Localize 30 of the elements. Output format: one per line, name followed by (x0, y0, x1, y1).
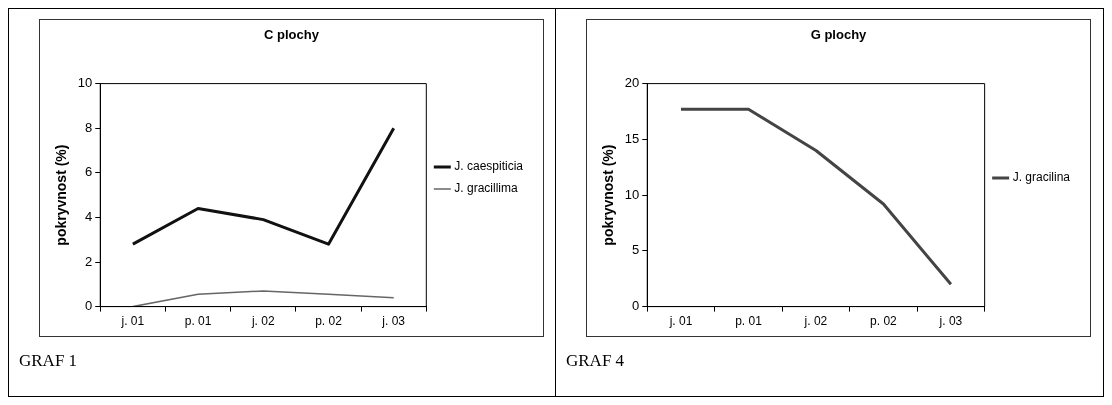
x-tick-label: j. 01 (668, 314, 693, 329)
y-tick-label: 15 (624, 130, 640, 146)
y-tick-label: 0 (85, 298, 93, 314)
y-tick-label: 4 (85, 208, 93, 224)
chart-title: G plochy (810, 27, 868, 43)
x-tick-label: j. 03 (381, 314, 406, 329)
x-tick-label: j. 01 (120, 314, 145, 329)
text: GRAF 4 (566, 351, 626, 371)
x-tick-label: p. 01 (184, 314, 212, 329)
x-tick-label: p. 01 (735, 314, 763, 329)
y-tick-label: 2 (85, 253, 93, 269)
y-tick-label: 5 (632, 242, 640, 258)
x-tick-label: j. 03 (938, 314, 963, 329)
chart-title: C plochy (264, 27, 320, 43)
y-tick-label: 10 (77, 75, 93, 91)
text: GRAF 1 (19, 351, 79, 371)
y-tick-label: 0 (632, 298, 640, 314)
x-tick-label: j. 02 (803, 314, 828, 329)
y-tick-label: 10 (624, 186, 640, 202)
legend-label: J. gracilina (1012, 170, 1071, 185)
x-tick-label: p. 02 (315, 314, 343, 329)
y-tick-label: 8 (85, 119, 93, 135)
y-axis-title: pokryvnost (%) (53, 144, 70, 246)
x-tick-label: p. 02 (870, 314, 898, 329)
y-tick-label: 20 (624, 75, 640, 91)
legend-label: J. caespiticia (454, 159, 524, 174)
x-tick-label: j. 02 (250, 314, 275, 329)
y-tick-label: 6 (85, 164, 93, 180)
y-axis-title: pokryvnost (%) (600, 144, 617, 246)
legend-label: J. gracillima (454, 181, 518, 196)
